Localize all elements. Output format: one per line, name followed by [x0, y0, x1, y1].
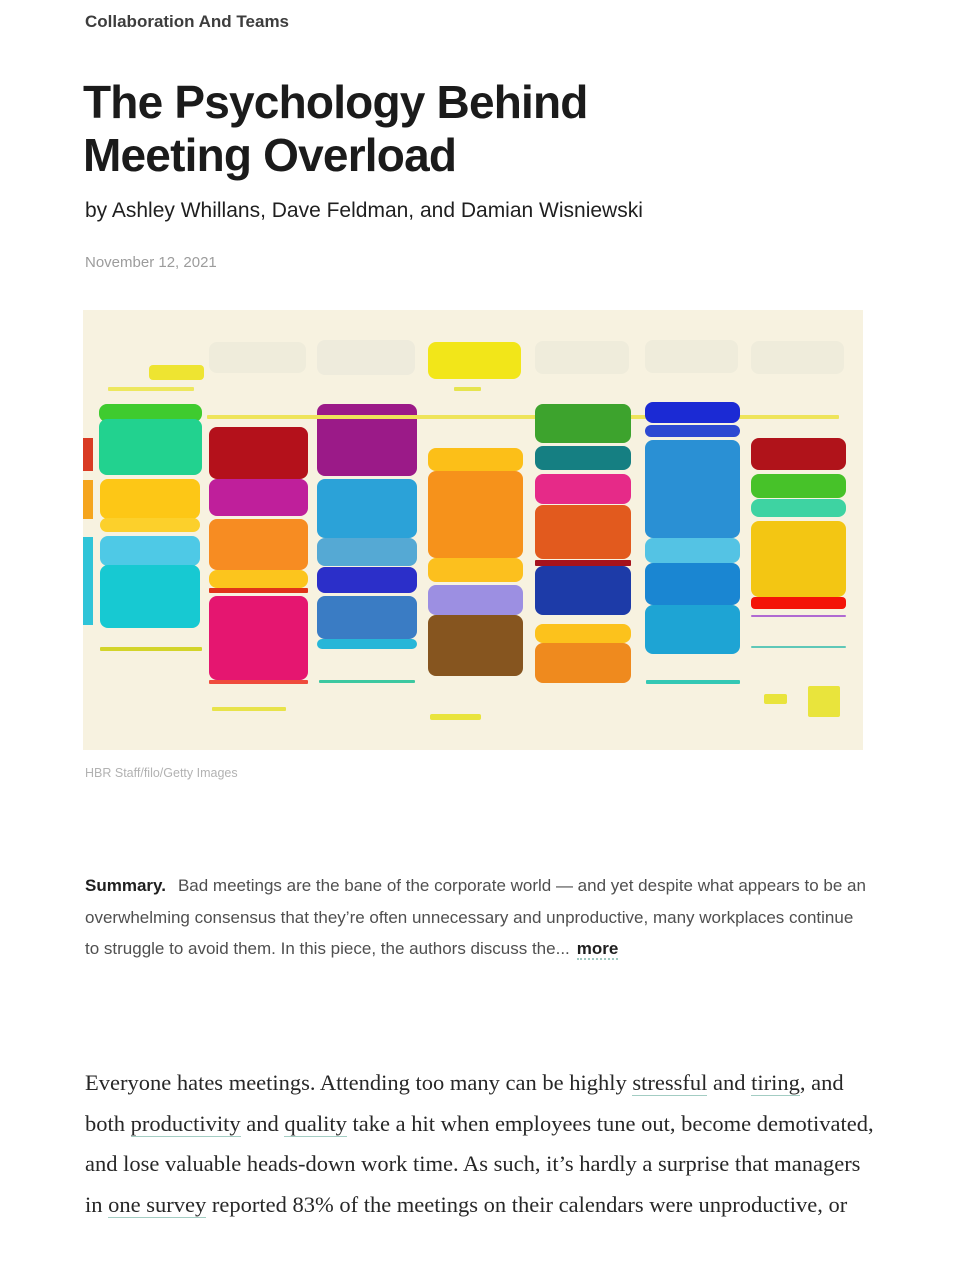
calendar-block: [427, 471, 523, 558]
calendar-block: [149, 365, 204, 380]
calendar-block: [317, 538, 417, 566]
calendar-block: [750, 521, 846, 597]
calendar-block: [209, 596, 308, 680]
calendar-block: [83, 437, 94, 471]
calendar-block: [750, 645, 846, 649]
calendar-block: [317, 566, 417, 594]
calendar-block: [107, 387, 194, 391]
paragraph-text: and: [240, 1110, 285, 1136]
calendar-block: [211, 707, 286, 711]
calendar-block: [750, 340, 845, 374]
calendar-block: [83, 479, 94, 520]
calendar-block: [644, 562, 740, 605]
inline-link[interactable]: stressful: [632, 1070, 708, 1096]
calendar-block: [750, 499, 846, 517]
calendar-block: [644, 604, 740, 654]
paragraph-text: reported 83% of the meetings on their ca…: [206, 1191, 848, 1217]
calendar-block: [209, 519, 308, 571]
calendar-block: [644, 339, 739, 374]
calendar-block: [318, 679, 416, 683]
calendar-block: [453, 387, 481, 392]
inline-link[interactable]: quality: [284, 1110, 347, 1137]
calendar-block: [535, 404, 631, 444]
summary-block: Summary. Bad meetings are the bane of the…: [85, 870, 869, 965]
calendar-block: [427, 448, 523, 472]
article-paragraph: Everyone hates meetings. Attending too m…: [85, 1063, 879, 1225]
calendar-block: [430, 713, 481, 721]
calendar-block: [644, 425, 740, 438]
calendar-block: [646, 680, 740, 684]
calendar-block: [317, 639, 417, 649]
calendar-block: [317, 478, 417, 539]
title-line-2: Meeting Overload: [83, 129, 457, 181]
calendar-block: [209, 427, 308, 479]
summary-more-link[interactable]: more: [576, 939, 619, 960]
calendar-block: [750, 438, 846, 471]
calendar-block: [427, 557, 523, 583]
paragraph-text: , and both: [85, 1070, 844, 1136]
paragraph-text: take a hit when employees tune out, beco…: [85, 1110, 874, 1217]
calendar-block: [535, 565, 631, 615]
calendar-block: [535, 624, 631, 643]
calendar-block: [750, 596, 846, 609]
calendar-block: [808, 686, 840, 717]
title-line-1: The Psychology Behind: [83, 76, 588, 128]
calendar-block: [100, 647, 202, 651]
calendar-block: [83, 536, 94, 625]
topic-link[interactable]: Collaboration And Teams: [85, 12, 290, 31]
paragraph-text: and: [707, 1070, 752, 1095]
calendar-block: [750, 614, 846, 618]
calendar-block: [100, 565, 200, 628]
calendar-block: [317, 596, 417, 640]
calendar-block: [100, 536, 200, 567]
calendar-block: [427, 585, 523, 615]
calendar-block: [209, 570, 308, 589]
calendar-block: [535, 560, 631, 566]
byline: by Ashley Whillans, Dave Feldman, and Da…: [85, 199, 643, 222]
image-credit: HBR Staff/filo/Getty Images: [85, 766, 238, 780]
calendar-block: [535, 504, 631, 560]
calendar-block: [100, 478, 200, 519]
calendar-block: [427, 342, 522, 379]
calendar-block: [209, 588, 308, 594]
calendar-block: [209, 679, 308, 685]
calendar-block: [644, 402, 740, 423]
calendar-block: [535, 473, 631, 504]
calendar-block: [750, 474, 846, 498]
calendar-block: [644, 538, 740, 563]
calendar-block: [535, 340, 629, 374]
calendar-block: [427, 614, 523, 676]
calendar-block: [535, 642, 631, 684]
paragraph-text: Everyone hates meetings. Attending too m…: [85, 1070, 633, 1095]
page-title: The Psychology Behind Meeting Overload: [83, 76, 803, 182]
inline-link[interactable]: one survey: [108, 1191, 207, 1218]
calendar-block: [209, 478, 308, 517]
calendar-block: [100, 517, 200, 532]
calendar-block: [644, 439, 740, 539]
inline-link[interactable]: productivity: [130, 1110, 241, 1137]
hero-image: [83, 310, 863, 750]
summary-label: Summary.: [85, 876, 166, 895]
calendar-block: [763, 694, 788, 704]
publish-date: November 12, 2021: [85, 254, 217, 271]
calendar-block: [98, 403, 202, 423]
calendar-block: [98, 419, 202, 475]
calendar-block: [317, 340, 416, 375]
inline-link[interactable]: tiring: [751, 1070, 800, 1096]
calendar-block: [535, 445, 631, 470]
summary-text: Bad meetings are the bane of the corpora…: [85, 876, 866, 958]
calendar-block: [207, 414, 839, 419]
calendar-block: [209, 341, 307, 374]
